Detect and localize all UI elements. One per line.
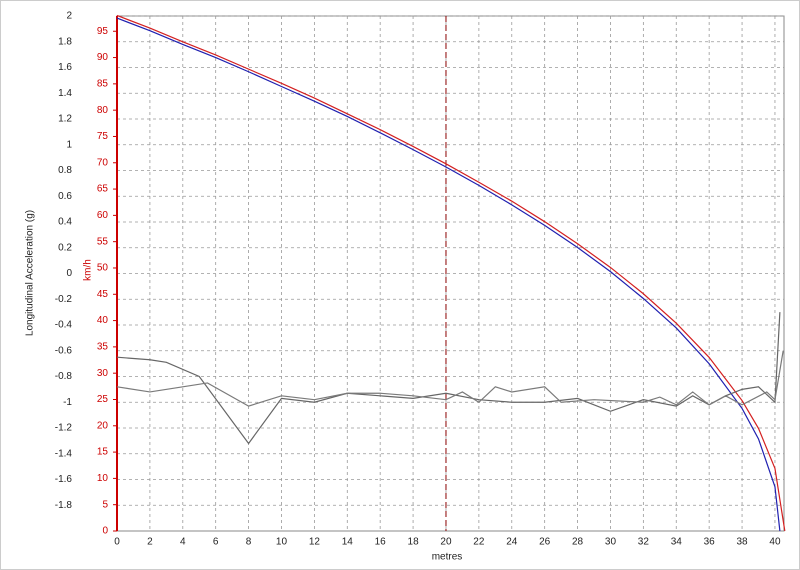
x-tick-label: 6: [213, 537, 219, 548]
x-tick-label: 4: [180, 537, 186, 548]
y-tick-label: 0.6: [58, 191, 72, 202]
y2-tick-label: 85: [97, 79, 109, 90]
x-tick-label: 8: [246, 537, 252, 548]
y-tick-label: -0.2: [55, 294, 73, 305]
y-tick-label: 1.6: [58, 62, 72, 73]
y2-tick-label: 35: [97, 342, 109, 353]
y-tick-label: 0.8: [58, 165, 72, 176]
y-tick-label: -1.4: [55, 448, 73, 459]
y2-tick-label: 0: [102, 526, 108, 537]
x-tick-label: 38: [736, 537, 748, 548]
y2-tick-label: 80: [97, 105, 109, 116]
y2-tick-label: 10: [97, 473, 109, 484]
x-tick-label: 14: [342, 537, 354, 548]
y-tick-label: 1.4: [58, 88, 72, 99]
x-tick-label: 32: [638, 537, 650, 548]
y-tick-label: 1.8: [58, 36, 72, 47]
y2-tick-label: 75: [97, 131, 109, 142]
series-line: [116, 17, 781, 532]
y2-tick-label: 70: [97, 157, 109, 168]
plot-area: [116, 15, 785, 532]
y-axis-title: Longitudinal Acceleration (g): [25, 210, 36, 336]
series-line: [116, 14, 786, 532]
x-tick-label: 36: [704, 537, 716, 548]
x-axis-title: metres: [432, 552, 463, 563]
x-tick-label: 10: [276, 537, 288, 548]
y2-tick-label: 90: [97, 52, 109, 63]
y-tick-label: 0: [66, 268, 72, 279]
x-tick-label: 18: [408, 537, 420, 548]
y-tick-label: 1.2: [58, 114, 72, 125]
y-tick-label: -0.4: [55, 320, 73, 331]
series-line: [116, 350, 784, 407]
y-tick-label: -0.8: [55, 371, 73, 382]
y-tick-label: -1.6: [55, 474, 73, 485]
y-tick-label: 2: [66, 11, 72, 22]
y2-tick-label: 65: [97, 184, 109, 195]
x-tick-label: 34: [671, 537, 683, 548]
y-tick-label: -1.8: [55, 500, 73, 511]
x-tick-label: 22: [473, 537, 485, 548]
y2-tick-label: 25: [97, 394, 109, 405]
y2-axis-title: km/h: [83, 259, 94, 281]
y2-tick-label: 60: [97, 210, 109, 221]
x-tick-label: 30: [605, 537, 617, 548]
x-tick-label: 16: [375, 537, 387, 548]
x-tick-label: 20: [440, 537, 452, 548]
x-tick-label: 0: [114, 537, 120, 548]
y2-tick-label: 30: [97, 368, 109, 379]
y-tick-label: 0.4: [58, 217, 72, 228]
y2-tick-label: 5: [102, 499, 108, 510]
y-tick-label: 1: [66, 139, 72, 150]
y-tick-label: -0.6: [55, 345, 73, 356]
x-tick-label: 2: [147, 537, 153, 548]
x-tick-label: 26: [539, 537, 551, 548]
y-tick-label: 0.2: [58, 242, 72, 253]
y2-tick-label: 55: [97, 236, 109, 247]
y2-tick-label: 45: [97, 289, 109, 300]
y2-tick-label: 20: [97, 420, 109, 431]
x-tick-label: 12: [309, 537, 321, 548]
y-tick-label: -1: [63, 397, 72, 408]
y2-tick-label: 15: [97, 447, 109, 458]
x-tick-label: 40: [769, 537, 781, 548]
x-tick-label: 28: [572, 537, 584, 548]
y2-tick-label: 50: [97, 263, 109, 274]
y2-tick-label: 40: [97, 315, 109, 326]
y2-tick-label: 95: [97, 26, 109, 37]
y-tick-label: -1.2: [55, 423, 73, 434]
x-tick-label: 24: [506, 537, 518, 548]
